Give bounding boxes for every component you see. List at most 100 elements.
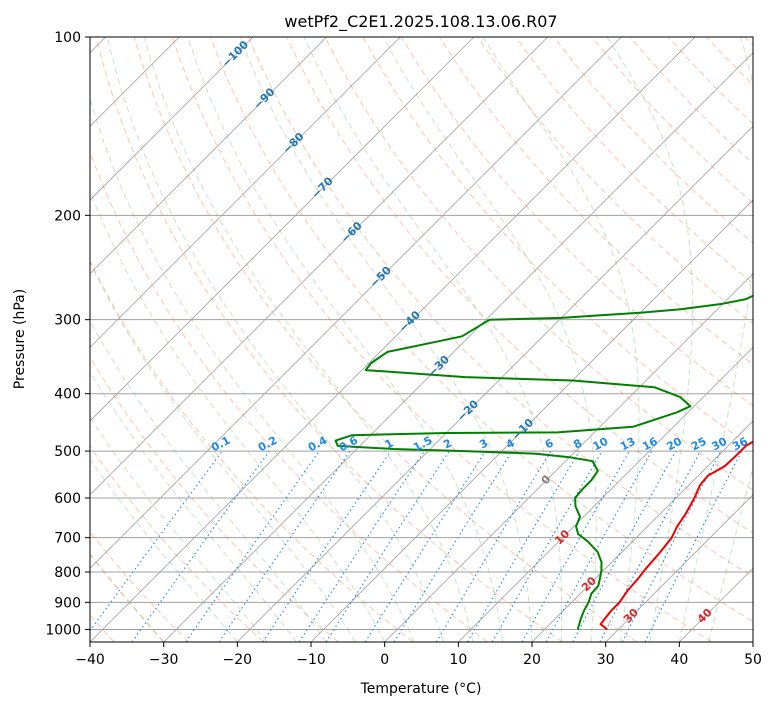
y-tick-label: 700 [54,531,81,547]
mixing-ratio-line [298,450,425,642]
mixing-ratio-label: 13 [618,435,638,454]
mixing-ratio-line [572,450,677,642]
y-tick-label: 800 [54,565,81,581]
plot-series [334,294,753,631]
plot-background [90,37,753,642]
isotherm-line [752,641,753,642]
mixing-ratio-line [325,450,450,642]
dry-adiabat-line [324,37,753,491]
isotherm-line [90,37,475,422]
isotherm-line [90,37,254,201]
x-tick-label: 10 [449,652,467,668]
dry-adiabat-line [553,37,753,244]
moist-adiabat-line [606,37,693,642]
dewpoint-profile-line [334,294,753,630]
y-tick-label: 600 [54,491,81,507]
dry-adiabat-line [133,37,638,642]
y-tick-label: 300 [54,313,81,329]
x-tick-label: 0 [380,652,389,668]
temperature-profile-line [599,440,753,631]
dry-adiabat-line [90,150,488,642]
isotherm-line [679,567,753,642]
y-axis: 100 200 300 400 500 600 700 800 900 1000 [45,30,90,638]
isotherm-line [237,125,753,642]
dry-adiabat-line [90,531,190,642]
x-tick-label: −20 [223,652,253,668]
moist-adiabat-line [708,465,753,642]
isotherm-line [90,37,696,642]
dry-adiabat-line [95,37,563,642]
dry-adiabat-line [248,37,753,578]
moist-adiabat-line [90,260,356,642]
mixing-ratio-line [521,450,630,642]
isotherm-label: −70 [309,174,336,201]
isotherm-label: 30 [621,606,641,626]
moist-adiabat-line [303,37,563,642]
moist-adiabat-line [187,37,503,642]
y-tick-label: 400 [54,387,81,403]
moist-adiabat-line [106,37,445,642]
moist-adiabat-line [678,37,753,642]
isotherm-line [90,37,622,569]
y-tick-label: 1000 [45,622,81,638]
mixing-ratio-label: 10 [591,435,611,454]
x-tick-label: 40 [670,652,688,668]
isotherm-line [458,346,753,642]
chart-title: wetPf2_C2E1.2025.108.13.06.R07 [284,12,557,32]
isotherm-line [90,37,327,275]
dry-adiabat-line [90,445,264,642]
isotherm-line [90,37,401,348]
x-tick-label: −40 [75,652,105,668]
isotherm-line [605,494,753,642]
moist-adiabat-line [382,37,597,642]
y-axis-label: Pressure (hPa) [12,289,28,389]
dry-adiabat-line [706,37,753,86]
mixing-ratio-line [364,450,486,642]
isotherm-line [163,52,753,642]
mixing-ratio-label: 20 [664,435,684,454]
moist-adiabat-line [90,319,327,642]
mixing-ratio-label: 36 [730,435,750,454]
isotherm-line [384,273,753,642]
moist-adiabat-line [143,37,474,642]
dry-adiabat-line [286,37,753,534]
x-tick-label: −10 [296,652,326,668]
dry-adiabat-line [171,37,712,642]
isotherm-label: −10 [510,416,537,443]
y-tick-label: 900 [54,595,81,611]
mixing-ratio-line [644,450,743,642]
x-tick-label: 30 [597,652,615,668]
mixing-ratio-label: 25 [689,435,709,454]
mixing-ratio-line [599,450,701,642]
moist-adiabat-line [90,96,415,642]
mixing-ratio-line [393,450,513,642]
x-tick-label: 50 [744,652,762,668]
isotherm-label: 40 [695,606,715,626]
isotherm-line [531,420,753,642]
mixing-ratio-label: 6 [543,436,556,451]
isotherm-label: −90 [251,85,278,112]
moist-adiabat-line [239,37,533,642]
moist-adiabat-line [482,37,640,642]
mixing-ratio-line [131,450,270,642]
moist-adiabat-line [90,370,297,642]
mixing-ratio-line [262,450,392,642]
mixing-ratio-line [185,450,320,642]
isotherm-line [310,199,753,642]
y-tick-label: 500 [54,444,81,460]
dry-adiabat-line [744,37,753,47]
dry-adiabat-line [90,356,339,642]
mixing-ratio-label: 2 [441,436,454,451]
moist-adiabat-line [90,416,268,642]
dry-adiabat-line [668,37,753,125]
x-axis-label: Temperature (°C) [360,681,482,697]
dry-adiabat-line [591,37,753,204]
dry-adiabat-line [438,37,753,366]
moist-adiabat-line [90,189,386,642]
y-tick-label: 100 [54,30,81,46]
isotherm-label: −80 [280,130,307,157]
mixing-ratio-line [90,450,223,632]
isotherm-label: −20 [455,397,482,424]
dry-adiabat-line [515,37,753,284]
